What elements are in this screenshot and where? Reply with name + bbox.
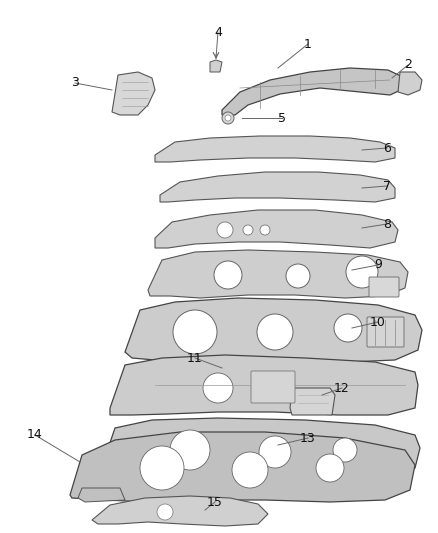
- Circle shape: [217, 222, 233, 238]
- PathPatch shape: [222, 68, 405, 115]
- Circle shape: [203, 373, 233, 403]
- Circle shape: [222, 112, 234, 124]
- FancyBboxPatch shape: [369, 277, 399, 297]
- Circle shape: [286, 264, 310, 288]
- Circle shape: [232, 452, 268, 488]
- Circle shape: [346, 256, 378, 288]
- Text: 2: 2: [404, 59, 412, 71]
- PathPatch shape: [148, 250, 408, 298]
- Text: 11: 11: [187, 351, 203, 365]
- PathPatch shape: [100, 418, 420, 478]
- PathPatch shape: [112, 72, 155, 115]
- Text: 8: 8: [383, 217, 391, 230]
- Circle shape: [259, 436, 291, 468]
- Text: 4: 4: [214, 26, 222, 38]
- PathPatch shape: [160, 172, 395, 202]
- Circle shape: [257, 314, 293, 350]
- PathPatch shape: [110, 355, 418, 415]
- Circle shape: [260, 225, 270, 235]
- PathPatch shape: [92, 496, 268, 526]
- PathPatch shape: [78, 488, 125, 502]
- PathPatch shape: [125, 298, 422, 362]
- Text: 7: 7: [383, 180, 391, 192]
- Circle shape: [157, 504, 173, 520]
- Text: 10: 10: [370, 316, 386, 328]
- Circle shape: [214, 261, 242, 289]
- Circle shape: [173, 310, 217, 354]
- PathPatch shape: [155, 472, 215, 490]
- Text: 3: 3: [71, 77, 79, 90]
- Text: 12: 12: [334, 382, 350, 394]
- Text: 15: 15: [207, 496, 223, 508]
- Text: 13: 13: [300, 432, 316, 445]
- Text: 6: 6: [383, 141, 391, 155]
- PathPatch shape: [70, 432, 415, 502]
- PathPatch shape: [210, 60, 222, 72]
- Text: 9: 9: [374, 259, 382, 271]
- FancyBboxPatch shape: [367, 317, 404, 347]
- FancyBboxPatch shape: [251, 371, 295, 403]
- Circle shape: [170, 430, 210, 470]
- PathPatch shape: [398, 72, 422, 95]
- Circle shape: [225, 115, 231, 121]
- PathPatch shape: [155, 210, 398, 248]
- Circle shape: [243, 225, 253, 235]
- Text: 14: 14: [27, 429, 43, 441]
- Text: 5: 5: [278, 111, 286, 125]
- PathPatch shape: [155, 136, 395, 162]
- Circle shape: [140, 446, 184, 490]
- Circle shape: [334, 314, 362, 342]
- PathPatch shape: [290, 388, 335, 415]
- Circle shape: [333, 438, 357, 462]
- Circle shape: [316, 454, 344, 482]
- Text: 1: 1: [304, 37, 312, 51]
